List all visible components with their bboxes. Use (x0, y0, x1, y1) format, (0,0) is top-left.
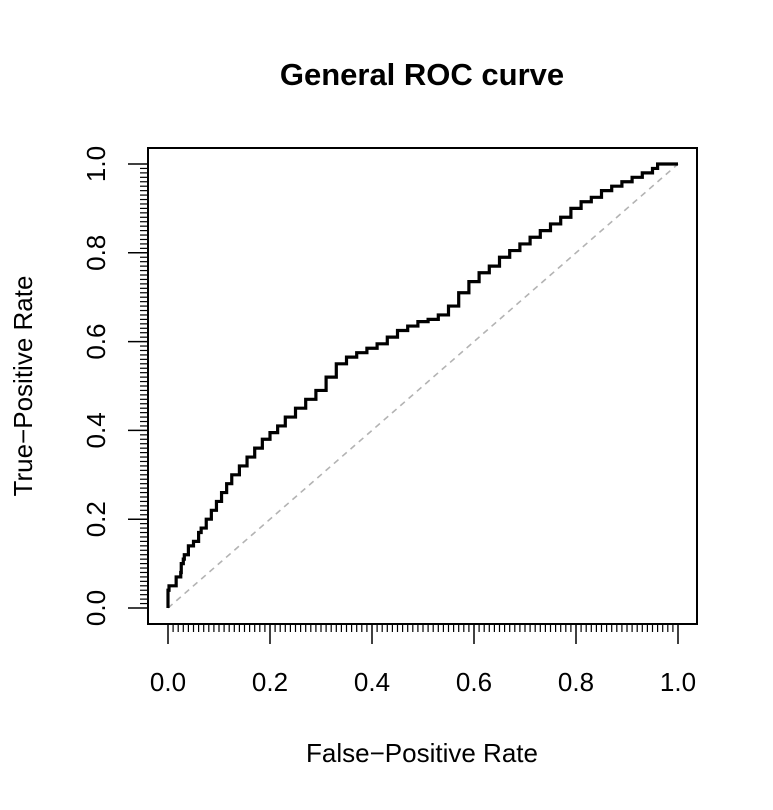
x-axis: 0.0 0.2 0.4 0.6 0.8 1.0 (150, 623, 696, 697)
y-tick-label: 0.2 (81, 501, 111, 537)
y-tick-label: 0.0 (81, 590, 111, 626)
x-tick-label: 0.4 (354, 667, 390, 697)
x-axis-label: False−Positive Rate (306, 738, 538, 768)
plot-frame (147, 147, 698, 625)
x-tick-label: 1.0 (660, 667, 696, 697)
x-tick-label: 0.2 (252, 667, 288, 697)
y-axis-label: True−Positive Rate (8, 276, 38, 497)
roc-curve-line (166, 162, 678, 608)
y-tick-label: 0.6 (81, 324, 111, 360)
x-tick-label: 0.6 (456, 667, 492, 697)
chart-title: General ROC curve (280, 57, 564, 92)
x-tick-label: 0.8 (558, 667, 594, 697)
y-tick-label: 1.0 (81, 146, 111, 182)
y-tick-label: 0.4 (81, 412, 111, 448)
roc-curve-group (166, 162, 678, 608)
reference-line-group (167, 163, 679, 609)
y-axis: 0.0 0.2 0.4 0.6 0.8 1.0 (81, 146, 149, 626)
x-tick-label: 0.0 (150, 667, 186, 697)
y-tick-label: 0.8 (81, 235, 111, 271)
reference-diagonal-line (167, 163, 679, 609)
